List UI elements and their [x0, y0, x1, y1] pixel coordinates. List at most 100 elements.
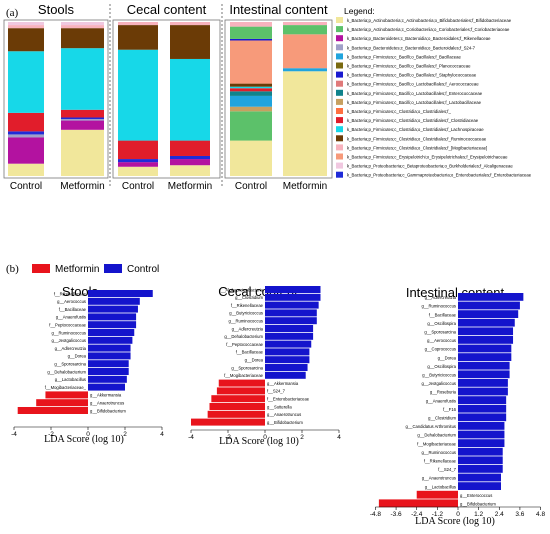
legend-swatch — [336, 71, 343, 78]
legend-item-label: k_Bacteria;p_Firmicutes;c_Clostridia;o_C… — [347, 136, 487, 141]
lda-bar — [45, 391, 88, 399]
legend-item-label: k_Bacteria;p_Actinobacteria;c_Coriobacte… — [347, 27, 510, 32]
lda-feature-label: g__Dehalobacterium — [417, 433, 456, 438]
lda-bar — [265, 325, 314, 332]
lda-bar — [265, 340, 312, 348]
lda-feature-label: g__Sporosarcina — [54, 362, 86, 367]
lda-bar — [88, 297, 140, 305]
lda-feature-label: f__Mogibacteriaceae_ — [45, 385, 87, 390]
lda-x-tick-label: 4.8 — [536, 511, 545, 518]
lda-feature-label: g__Adlercreutzia — [232, 326, 264, 331]
legend-item-label: k_Bacteria;p_Bacteroidetes;c_Bacteroidia… — [347, 36, 491, 41]
lda-bar — [458, 361, 510, 370]
legend-item-label: k_Bacteria;p_Firmicutes;c_Bacilli;o_Lact… — [347, 91, 483, 96]
stack-segment — [118, 162, 158, 167]
legend-item-label: k_Bacteria;p_Firmicutes;c_Bacilli;o_Lact… — [347, 82, 479, 87]
lda-bar — [88, 313, 137, 321]
lda-x-axis-label: LDA Score (log 10) — [219, 436, 299, 447]
lda-bar — [458, 353, 512, 361]
legend-item-label: k_Bacteria;p_Firmicutes;c_Clostridia;o_C… — [347, 109, 451, 114]
lda-feature-label: g__Ruminococcus — [229, 319, 263, 324]
lda-feature-label: c__Alphaproteobacteria — [219, 287, 264, 292]
lda-feature-label: f__Peptococcaceae — [49, 323, 86, 328]
lda-bar — [265, 371, 306, 379]
stack-segment — [230, 40, 272, 84]
lda-bar — [211, 395, 265, 403]
legend-item-label: k_Bacteria;p_Actinobacteria;c_Actinobact… — [347, 18, 512, 23]
taxonomy-legend: Legend: k_Bacteria;p_Actinobacteria;c_Act… — [336, 6, 532, 178]
lda-bar — [265, 301, 319, 309]
lda-bar — [378, 499, 458, 508]
lda-feature-label: g__Dorea — [245, 358, 264, 363]
legend-swatch — [336, 144, 343, 151]
stack-segment — [230, 83, 272, 87]
lda-bar — [458, 310, 519, 318]
legend-item-label: k_Bacteria;p_Proteobacteria;c_Betaproteo… — [347, 164, 513, 169]
stack-segment — [230, 140, 272, 176]
lda-bar — [218, 379, 265, 387]
lda-bar — [88, 360, 129, 368]
legend-swatch — [336, 89, 343, 96]
stacked-chart-frame — [224, 19, 333, 179]
lda-feature-label: g__Lactobacillus — [55, 377, 86, 382]
lda-feature-label: f__Mogibacteriaceae — [224, 373, 264, 378]
legend-item-label: k_Bacteria;p_Firmicutes;c_Bacilli;o_Lact… — [347, 100, 482, 105]
lda-bar — [458, 318, 515, 327]
lda-bar — [458, 387, 508, 396]
lda-x-tick-label: 4 — [160, 431, 164, 438]
stack-segment — [118, 25, 158, 50]
lda-bar — [458, 327, 514, 336]
lda-x-tick-label: -4 — [188, 434, 194, 441]
stack-segment — [283, 34, 327, 69]
lda-bar — [458, 404, 507, 413]
stack-segment — [170, 159, 210, 166]
legend-swatch — [336, 98, 343, 105]
stack-segment — [8, 134, 44, 138]
lda-x-tick-label: 4 — [337, 434, 341, 441]
lda-bar — [458, 413, 507, 422]
lda-feature-label: g__Anaerotruncus — [90, 401, 124, 406]
lda-bar — [265, 286, 321, 293]
lda-x-tick-label: 0 — [456, 511, 460, 518]
lda-feature-label: f__Bacillaceae — [429, 312, 457, 317]
lda-feature-label: f__Rikenellaceae — [424, 459, 457, 464]
lda-feature-label: g__Dorea — [438, 355, 457, 360]
lda-feature-label: g__Clostridium — [428, 416, 456, 421]
lda-feature-label: g__Ruminococcus — [422, 304, 456, 309]
stack-segment — [8, 22, 44, 26]
lda-bar — [88, 383, 125, 391]
lda-feature-label: g__Oscillospira — [427, 321, 456, 326]
lda-bar — [207, 410, 265, 418]
lda-feature-label: g__Anaerotruncus — [267, 412, 301, 417]
lda-bar — [36, 399, 88, 407]
stack-segment — [170, 155, 210, 160]
lda-bar — [265, 332, 314, 340]
stack-segment — [61, 25, 104, 29]
stack-segment — [230, 38, 272, 41]
stack-segment — [61, 48, 104, 110]
lda-x-tick-label: 1.2 — [474, 511, 483, 518]
lda-feature-label: g__Bifidobacterium — [90, 408, 126, 413]
stacked-bar-charts: Stools Control Metformin Cecal content Contr… — [3, 2, 333, 192]
lda-feature-label: g__Dorea — [68, 354, 87, 359]
lda-x-tick-label: 0 — [86, 431, 90, 438]
lda-feature-label: g__Butyricicoccus — [422, 373, 456, 378]
stack-segment — [170, 58, 210, 141]
lda-x-tick-label: -4 — [11, 431, 17, 438]
lda-x-tick-label: 2 — [300, 434, 304, 441]
group-legend-swatch — [32, 264, 50, 273]
lda-feature-label: g__Adlercreutzia — [425, 295, 457, 300]
lda-bar — [458, 293, 524, 301]
stack-segment — [118, 49, 158, 141]
legend-swatch — [336, 117, 343, 124]
legend-item-label: k_Bacteria;p_Firmicutes;c_Clostridia;o_C… — [347, 145, 487, 150]
lda-bar — [88, 336, 133, 344]
stack-segment — [8, 112, 44, 132]
stack-segment — [230, 95, 272, 107]
lda-feature-label: g__Roseburia — [430, 390, 457, 395]
legend-item-label: k_Bacteria;p_Proteobacteria;c_Gammaprote… — [347, 173, 532, 178]
stack-segment — [170, 25, 210, 59]
panel-b: (b) — [6, 263, 19, 275]
lda-feature-label: g__Anaerofustis — [426, 398, 456, 403]
